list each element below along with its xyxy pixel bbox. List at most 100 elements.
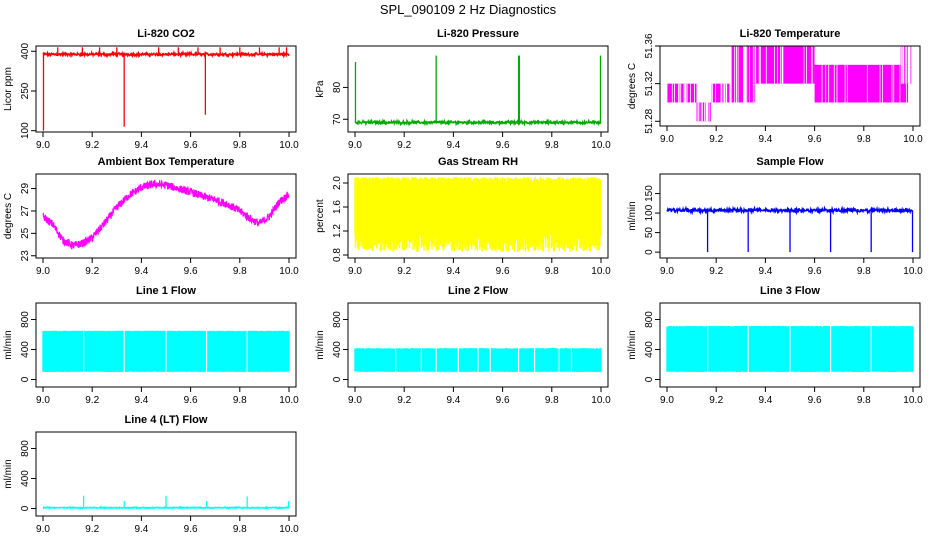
level-gaps-p3-3 xyxy=(730,46,756,103)
series-line-p1 xyxy=(42,49,290,60)
x-tick-label-p4-1: 9.2 xyxy=(85,266,99,277)
series-p9 xyxy=(666,324,914,373)
y-tick-label-p7-2: 800 xyxy=(20,311,31,328)
level-gaps-p3-4 xyxy=(755,46,813,84)
panel-title-p2: Li-820 Pressure xyxy=(437,28,519,40)
x-tick-label-p2-4: 9.8 xyxy=(545,140,559,151)
x-tick-label-p10-5: 10.0 xyxy=(279,524,299,535)
y-tick-label-p6-2: 100 xyxy=(644,204,655,221)
x-tick-label-p9-4: 9.8 xyxy=(857,395,871,406)
level-gaps-p3-6 xyxy=(901,46,914,84)
x-tick-label-p7-4: 9.8 xyxy=(233,395,247,406)
y-tick-label-p1-0: 100 xyxy=(20,122,31,139)
x-tick-label-p2-2: 9.4 xyxy=(446,140,460,151)
x-tick-label-p1-2: 9.4 xyxy=(134,140,148,151)
level-block-p3-5 xyxy=(814,64,909,103)
panel-p1: Li-820 CO2 9.0 9.2 9.4 9.6 9.8 10.0 100 250 400 Li… xyxy=(3,28,299,151)
x-tick-label-p6-4: 9.8 xyxy=(857,266,871,277)
y-axis-label-p6: ml/min xyxy=(627,201,638,230)
x-tick-label-p4-5: 10.0 xyxy=(279,266,299,277)
x-tick-label-p9-1: 9.2 xyxy=(709,395,723,406)
plot-frame-p2 xyxy=(347,45,609,133)
x-tick-label-p6-0: 9.0 xyxy=(660,266,674,277)
y-tick-label-p5-1: 1.2 xyxy=(332,224,343,238)
y-axis-label-p9: ml/min xyxy=(627,330,638,359)
plot-frame-p5 xyxy=(347,173,609,259)
x-tick-label-p4-4: 9.8 xyxy=(233,266,247,277)
x-tick-label-p3-1: 9.2 xyxy=(709,134,723,145)
series-p3 xyxy=(666,46,914,122)
level-gaps-p3-0 xyxy=(666,83,695,103)
y-tick-label-p3-1: 51.32 xyxy=(644,71,655,96)
y-axis-label-p3: degrees C xyxy=(627,63,638,109)
series-p1 xyxy=(42,47,290,131)
series-p4 xyxy=(42,178,290,250)
x-tick-label-p10-0: 9.0 xyxy=(36,524,50,535)
series-line-p4 xyxy=(42,178,290,250)
x-tick-label-p7-5: 10.0 xyxy=(279,395,299,406)
y-tick-label-p3-0: 51.28 xyxy=(644,108,655,133)
panel-p7: Line 1 Flow 9.0 9.2 9.4 9.6 9.8 10.0 0 400 800 ml/… xyxy=(3,285,299,406)
y-tick-label-p7-0: 0 xyxy=(20,376,31,382)
y-tick-label-p4-2: 27 xyxy=(20,205,31,217)
x-tick-label-p10-2: 9.4 xyxy=(134,524,148,535)
y-tick-label-p6-1: 50 xyxy=(644,227,655,239)
y-axis-label-p2: kPa xyxy=(315,80,326,98)
x-tick-label-p4-3: 9.6 xyxy=(184,266,198,277)
x-tick-label-p8-3: 9.6 xyxy=(496,395,510,406)
panel-title-p3: Li-820 Temperature xyxy=(740,28,841,40)
y-tick-label-p8-2: 800 xyxy=(332,311,343,328)
x-tick-label-p7-3: 9.6 xyxy=(184,395,198,406)
y-axis-label-p1: Licor ppm xyxy=(3,67,14,111)
panel-title-p8: Line 2 Flow xyxy=(448,285,508,297)
y-tick-label-p5-3: 2.0 xyxy=(332,176,343,190)
panel-title-p9: Line 3 Flow xyxy=(760,285,820,297)
y-axis-label-p8: ml/min xyxy=(315,330,326,359)
x-tick-label-p10-4: 9.8 xyxy=(233,524,247,535)
y-tick-label-p8-0: 0 xyxy=(332,376,343,382)
panel-title-p10: Line 4 (LT) Flow xyxy=(125,414,208,426)
level-gaps-p3-2 xyxy=(710,83,732,103)
x-tick-label-p8-0: 9.0 xyxy=(348,395,362,406)
plot-frame-p1 xyxy=(35,45,297,133)
panel-title-p5: Gas Stream RH xyxy=(438,156,518,168)
x-tick-label-p2-5: 10.0 xyxy=(591,140,611,151)
x-tick-label-p4-2: 9.4 xyxy=(134,266,148,277)
y-tick-label-p3-2: 51.36 xyxy=(644,33,655,58)
plot-frame-p10 xyxy=(35,431,297,517)
series-line-p2 xyxy=(354,118,602,127)
x-tick-label-p5-3: 9.6 xyxy=(496,266,510,277)
level-block-p3-4 xyxy=(755,46,815,84)
panel-p10: Line 4 (LT) Flow 9.0 9.2 9.4 9.6 9.8 10.0 0 400 8… xyxy=(3,414,299,535)
x-tick-label-p1-3: 9.6 xyxy=(184,140,198,151)
y-tick-label-p5-0: 0.8 xyxy=(332,248,343,262)
x-tick-label-p7-2: 9.4 xyxy=(134,395,148,406)
panel-p8: Line 2 Flow 9.0 9.2 9.4 9.6 9.8 10.0 0 400 800 ml/… xyxy=(315,285,611,406)
panel-p6: Sample Flow 9.0 9.2 9.4 9.6 9.8 10.0 0 50 100 150 m… xyxy=(627,156,923,277)
x-tick-label-p1-0: 9.0 xyxy=(36,140,50,151)
panel-title-p7: Line 1 Flow xyxy=(136,285,196,297)
y-tick-label-p10-1: 400 xyxy=(20,470,31,487)
plot-frame-p6 xyxy=(659,173,921,259)
y-tick-label-p9-2: 800 xyxy=(644,311,655,328)
y-tick-label-p9-0: 0 xyxy=(644,376,655,382)
series-p10 xyxy=(42,495,290,510)
x-tick-label-p10-1: 9.2 xyxy=(85,524,99,535)
series-p8 xyxy=(354,347,602,373)
x-tick-label-p5-0: 9.0 xyxy=(348,266,362,277)
plot-frame-p3 xyxy=(659,45,921,127)
panel-title-p1: Li-820 CO2 xyxy=(137,28,194,40)
x-tick-label-p2-3: 9.6 xyxy=(496,140,510,151)
y-tick-label-p2-1: 80 xyxy=(332,81,343,93)
series-p2 xyxy=(354,55,602,127)
y-tick-label-p9-1: 400 xyxy=(644,341,655,358)
x-tick-label-p9-2: 9.4 xyxy=(758,395,772,406)
x-tick-label-p2-1: 9.2 xyxy=(397,140,411,151)
x-tick-label-p1-5: 10.0 xyxy=(279,140,299,151)
x-tick-label-p5-4: 9.8 xyxy=(545,266,559,277)
y-tick-label-p4-0: 23 xyxy=(20,250,31,262)
y-axis-label-p5: percent xyxy=(315,199,326,233)
x-tick-label-p5-2: 9.4 xyxy=(446,266,460,277)
y-tick-label-p8-1: 400 xyxy=(332,341,343,358)
